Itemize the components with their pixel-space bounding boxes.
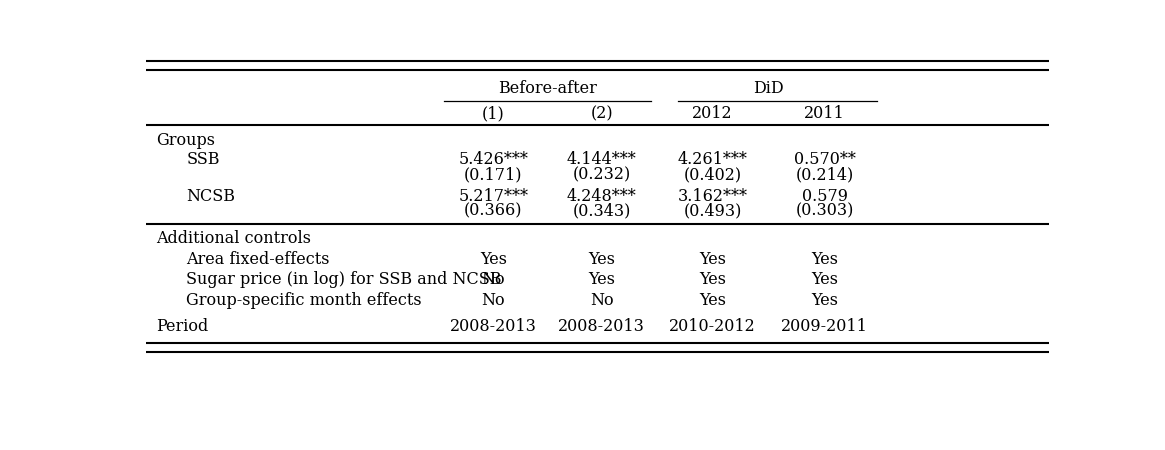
- Text: (0.343): (0.343): [572, 202, 630, 219]
- Text: (0.303): (0.303): [796, 202, 854, 219]
- Text: 2008-2013: 2008-2013: [450, 318, 537, 334]
- Text: Group-specific month effects: Group-specific month effects: [186, 292, 422, 309]
- Text: 2008-2013: 2008-2013: [558, 318, 645, 334]
- Text: Yes: Yes: [811, 271, 838, 288]
- Text: (1): (1): [482, 105, 504, 122]
- Text: Additional controls: Additional controls: [156, 230, 311, 247]
- Text: Before-after: Before-after: [497, 80, 596, 97]
- Text: Yes: Yes: [699, 251, 726, 268]
- Text: (0.493): (0.493): [684, 202, 742, 219]
- Text: 0.570**: 0.570**: [793, 151, 855, 168]
- Text: Sugar price (in log) for SSB and NCSB: Sugar price (in log) for SSB and NCSB: [186, 271, 502, 288]
- Text: 2012: 2012: [692, 105, 733, 122]
- Text: No: No: [481, 271, 506, 288]
- Text: 2011: 2011: [804, 105, 845, 122]
- Text: No: No: [589, 292, 614, 309]
- Text: (0.171): (0.171): [464, 167, 522, 184]
- Text: (0.366): (0.366): [464, 202, 522, 219]
- Text: Groups: Groups: [156, 132, 216, 149]
- Text: (0.214): (0.214): [796, 167, 854, 184]
- Text: Yes: Yes: [588, 251, 615, 268]
- Text: Yes: Yes: [811, 292, 838, 309]
- Text: Yes: Yes: [588, 271, 615, 288]
- Text: Yes: Yes: [699, 292, 726, 309]
- Text: (0.232): (0.232): [572, 167, 630, 184]
- Text: NCSB: NCSB: [186, 188, 235, 205]
- Text: 4.248***: 4.248***: [566, 188, 636, 205]
- Text: (0.402): (0.402): [684, 167, 742, 184]
- Text: SSB: SSB: [186, 151, 220, 168]
- Text: Yes: Yes: [699, 271, 726, 288]
- Text: Yes: Yes: [480, 251, 507, 268]
- Text: 3.162***: 3.162***: [678, 188, 748, 205]
- Text: (2): (2): [591, 105, 613, 122]
- Text: 0.579: 0.579: [802, 188, 848, 205]
- Text: 2009-2011: 2009-2011: [782, 318, 868, 334]
- Text: Area fixed-effects: Area fixed-effects: [186, 251, 330, 268]
- Text: Yes: Yes: [811, 251, 838, 268]
- Text: DiD: DiD: [754, 80, 784, 97]
- Text: 2010-2012: 2010-2012: [669, 318, 756, 334]
- Text: 5.426***: 5.426***: [458, 151, 528, 168]
- Text: 4.144***: 4.144***: [566, 151, 636, 168]
- Text: 5.217***: 5.217***: [458, 188, 528, 205]
- Text: No: No: [481, 292, 506, 309]
- Text: Period: Period: [156, 318, 209, 334]
- Text: 4.261***: 4.261***: [678, 151, 748, 168]
